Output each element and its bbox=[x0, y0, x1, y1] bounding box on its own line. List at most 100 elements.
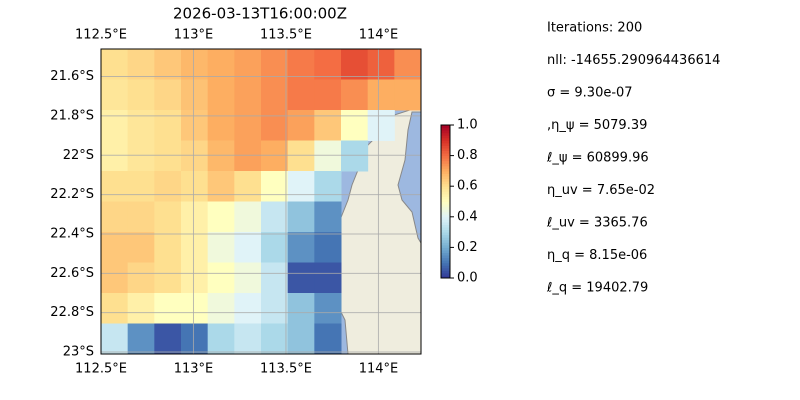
colorbar-step bbox=[441, 260, 450, 264]
colorbar-step bbox=[441, 130, 450, 134]
colorbar-step bbox=[441, 229, 450, 233]
cell bbox=[101, 201, 129, 233]
cell bbox=[127, 262, 155, 294]
colorbar-step bbox=[441, 211, 450, 215]
cell bbox=[314, 323, 342, 354]
cell bbox=[341, 140, 369, 172]
cell bbox=[207, 171, 235, 202]
colorbar-step bbox=[441, 173, 450, 177]
y-tick-label: 22.6°S bbox=[50, 266, 94, 281]
cell bbox=[207, 140, 235, 172]
y-tick-label: 22°S bbox=[63, 148, 94, 163]
cell bbox=[207, 323, 235, 354]
colorbar-step bbox=[441, 247, 450, 251]
cell bbox=[314, 171, 342, 202]
cell bbox=[207, 232, 235, 263]
colorbar-step bbox=[441, 249, 450, 253]
cell bbox=[261, 171, 289, 202]
colorbar-step bbox=[441, 239, 450, 243]
colorbar-step bbox=[441, 178, 450, 182]
cell bbox=[234, 79, 262, 111]
colorbar-step bbox=[441, 272, 450, 276]
cell bbox=[261, 293, 289, 324]
y-tick-label: 22.4°S bbox=[50, 226, 94, 241]
cell bbox=[207, 201, 235, 233]
cell bbox=[287, 232, 315, 263]
x-tick-label: 112.5°E bbox=[75, 362, 127, 377]
cell bbox=[154, 201, 182, 233]
colorbar-step bbox=[441, 181, 450, 185]
info-line: η_uv = 7.65e-02 bbox=[547, 183, 655, 198]
colorbar-step bbox=[441, 267, 450, 271]
colorbar-tick-label: 1.0 bbox=[457, 118, 478, 133]
colorbar-step bbox=[441, 244, 450, 248]
colorbar-step bbox=[441, 232, 450, 236]
colorbar-step bbox=[441, 183, 450, 187]
colorbar-step bbox=[441, 191, 450, 195]
colorbar-step bbox=[441, 140, 450, 144]
graticule bbox=[101, 49, 421, 354]
heatmap bbox=[101, 49, 421, 354]
cell bbox=[234, 293, 262, 324]
colorbar-step bbox=[441, 224, 450, 228]
cell bbox=[314, 110, 342, 141]
cell bbox=[234, 49, 262, 80]
colorbar-step bbox=[441, 270, 450, 274]
cell bbox=[367, 49, 395, 80]
cell bbox=[101, 140, 129, 172]
cell bbox=[261, 140, 289, 172]
cell bbox=[261, 262, 289, 294]
colorbar-step bbox=[441, 275, 450, 279]
y-tick-label: 22.8°S bbox=[50, 305, 94, 320]
y-tick-label: 21.6°S bbox=[50, 69, 94, 84]
colorbar-step bbox=[441, 193, 450, 197]
info-line: η_q = 8.15e-06 bbox=[547, 248, 647, 263]
colorbar-tick-label: 0.2 bbox=[457, 240, 478, 255]
cell bbox=[154, 171, 182, 202]
colorbar-step bbox=[441, 237, 450, 241]
colorbar-step bbox=[441, 163, 450, 167]
cell bbox=[181, 323, 209, 354]
x-tick-label-top: 113.5°E bbox=[260, 28, 312, 43]
cell bbox=[287, 79, 315, 111]
colorbar-step bbox=[441, 219, 450, 223]
colorbar-step bbox=[441, 145, 450, 149]
x-tick-label: 114°E bbox=[359, 362, 399, 377]
colorbar-step bbox=[441, 216, 450, 220]
colorbar-step bbox=[441, 137, 450, 141]
cell bbox=[101, 171, 129, 202]
colorbar-step bbox=[441, 168, 450, 172]
info-line: ℓ_q = 19402.79 bbox=[546, 281, 648, 296]
colorbar-step bbox=[441, 242, 450, 246]
cell bbox=[181, 49, 209, 80]
cell bbox=[101, 262, 129, 294]
cell bbox=[181, 201, 209, 233]
info-line: nll: -14655.290964436614 bbox=[547, 53, 720, 68]
cell bbox=[207, 79, 235, 111]
cell bbox=[287, 171, 315, 202]
cell bbox=[234, 323, 262, 354]
cell bbox=[127, 79, 155, 111]
cell bbox=[101, 79, 129, 111]
info-line: σ = 9.30e-07 bbox=[547, 86, 633, 101]
cell bbox=[207, 49, 235, 80]
cell bbox=[127, 323, 155, 354]
x-tick-label-top: 112.5°E bbox=[75, 28, 127, 43]
colorbar-step bbox=[441, 132, 450, 136]
cell bbox=[287, 110, 315, 141]
cell bbox=[181, 171, 209, 202]
colorbar: 0.0 0.2 0.4 0.6 0.8 1.0 bbox=[440, 118, 478, 286]
cell bbox=[287, 262, 315, 294]
cell bbox=[154, 323, 182, 354]
colorbar-step bbox=[441, 188, 450, 192]
cell bbox=[341, 79, 369, 111]
chart-title: 2026-03-13T16:00:00Z bbox=[173, 5, 347, 23]
cell bbox=[181, 232, 209, 263]
cell bbox=[154, 79, 182, 111]
colorbar-step bbox=[441, 209, 450, 213]
colorbar-step bbox=[441, 204, 450, 208]
cell bbox=[234, 110, 262, 141]
cell bbox=[261, 201, 289, 233]
colorbar-step bbox=[441, 170, 450, 174]
